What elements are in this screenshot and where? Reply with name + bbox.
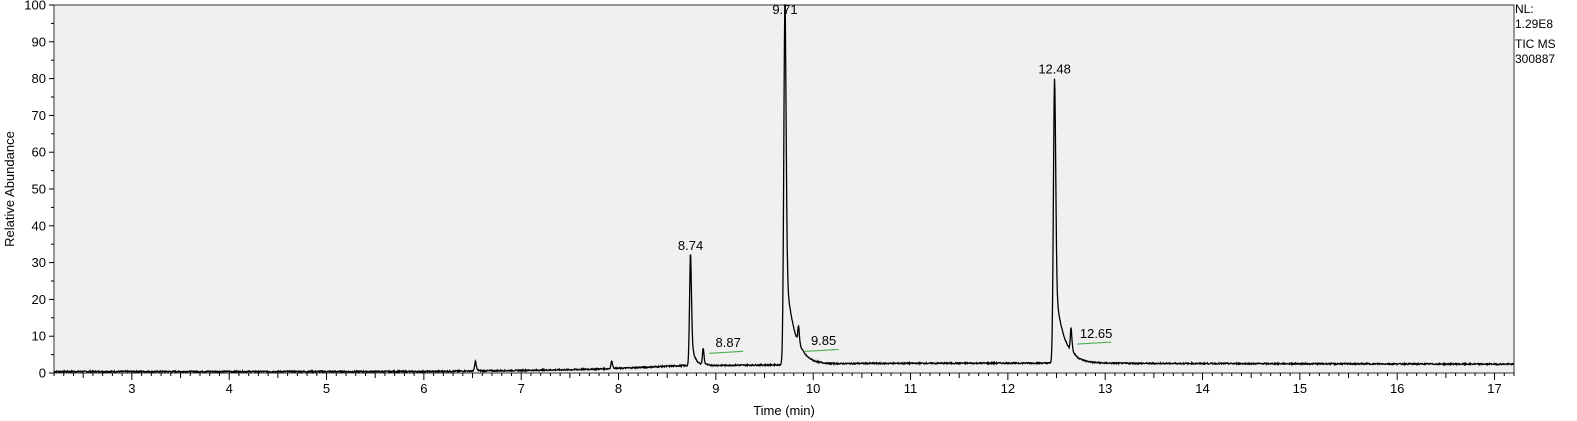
peak-marker: [709, 350, 744, 354]
y-tick-label: 50: [32, 182, 46, 197]
y-tick-label: 90: [32, 34, 46, 49]
peak-label: 8.87: [716, 335, 741, 350]
peak-label: 8.74: [678, 238, 703, 253]
y-tick-label: 60: [32, 145, 46, 160]
peak-markers: [709, 341, 1112, 354]
y-axis-ticks: 0 10 20 30 40 50 60 70 80 90 100: [24, 0, 54, 381]
peak-label: 9.71: [772, 2, 797, 17]
tic-trace-line: [53, 4, 1515, 374]
x-tick-label: 13: [1098, 381, 1112, 396]
y-axis-label: Relative Abundance: [2, 131, 17, 247]
x-tick-label: 16: [1390, 381, 1404, 396]
nl-label: NL:: [1515, 2, 1534, 16]
peak-labels: 8.74 8.87 9.71 9.85 12.48 12.65: [678, 2, 1113, 350]
x-tick-label: 15: [1293, 381, 1307, 396]
peak-marker: [804, 348, 839, 353]
y-tick-label: 100: [24, 0, 46, 13]
x-tick-label: 14: [1195, 381, 1209, 396]
x-tick-label: 11: [904, 381, 918, 396]
x-tick-label: 17: [1487, 381, 1501, 396]
x-tick-label: 10: [806, 381, 820, 396]
y-tick-label: 40: [32, 218, 46, 233]
x-tick-label: 4: [226, 381, 233, 396]
nl-value: 1.29E8: [1515, 17, 1554, 31]
y-tick-label: 30: [32, 255, 46, 270]
y-tick-label: 10: [32, 329, 46, 344]
sample-id: 300887: [1515, 52, 1556, 66]
x-tick-label: 5: [323, 381, 330, 396]
x-axis-ticks: 3 4 5 6 7 8 9 10 11 12 13 14 15 16 17: [53, 373, 1515, 396]
x-tick-label: 8: [615, 381, 622, 396]
x-tick-label: 3: [128, 381, 135, 396]
peak-label: 12.65: [1080, 326, 1113, 341]
y-tick-label: 20: [32, 292, 46, 307]
x-tick-label: 9: [712, 381, 719, 396]
peak-label: 9.85: [811, 333, 836, 348]
x-tick-label: 7: [518, 381, 525, 396]
y-tick-label: 80: [32, 71, 46, 86]
x-tick-label: 6: [420, 381, 427, 396]
x-axis-label: Time (min): [753, 403, 815, 418]
peak-label: 12.48: [1038, 62, 1071, 77]
peak-marker: [1077, 341, 1112, 345]
x-tick-label: 12: [1001, 381, 1015, 396]
y-tick-label: 70: [32, 108, 46, 123]
trace-type-label: TIC MS: [1515, 37, 1556, 51]
y-tick-label: 0: [39, 366, 46, 381]
